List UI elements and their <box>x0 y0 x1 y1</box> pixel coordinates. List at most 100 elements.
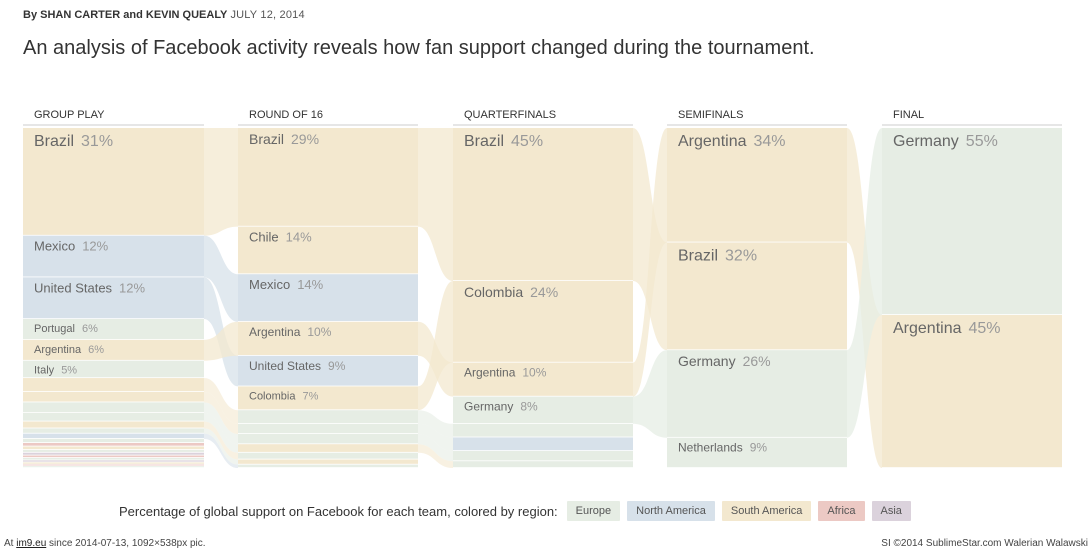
team-label: Colombia 7% <box>249 390 319 402</box>
ribbon-minor <box>204 433 238 468</box>
footer-link[interactable]: im9.eu <box>16 538 47 549</box>
team-pct: 14% <box>286 230 312 245</box>
team-pct: 14% <box>297 277 323 292</box>
ribbon-minor <box>204 378 238 424</box>
bar-minor <box>23 412 204 421</box>
team-pct: 55% <box>966 133 998 150</box>
team-label: Germany 8% <box>464 400 538 414</box>
bar-united-states <box>238 355 418 386</box>
bar-minor <box>23 466 204 468</box>
bar-minor <box>453 423 633 437</box>
footer-right: SI ©2014 SublimeStar.com Walerian Walaws… <box>881 538 1088 549</box>
team-name: Argentina <box>678 133 747 150</box>
legend-item-south-america: South America <box>721 501 812 521</box>
team-pct: 9% <box>750 441 768 455</box>
team-pct: 7% <box>302 390 318 402</box>
bar-minor <box>23 452 204 455</box>
team-pct: 8% <box>520 400 538 414</box>
byline-date: JULY 12, 2014 <box>230 9 305 21</box>
legend: Percentage of global support on Facebook… <box>119 501 911 521</box>
team-label: Argentina 45% <box>893 320 1001 337</box>
bar-minor <box>23 455 204 458</box>
ribbon-mexico <box>204 235 238 322</box>
team-name: Brazil <box>678 247 718 264</box>
byline-joiner: and <box>123 9 143 21</box>
team-name: Germany <box>893 133 959 150</box>
bar-minor <box>23 460 204 462</box>
bar-minor <box>23 449 204 452</box>
team-label: Mexico 12% <box>34 239 109 254</box>
team-label: Brazil 45% <box>464 133 543 150</box>
team-pct: 24% <box>530 284 558 300</box>
ribbon-brazil <box>204 128 238 236</box>
team-pct: 26% <box>743 353 771 369</box>
team-pct: 5% <box>61 365 77 377</box>
bar-minor <box>23 378 204 392</box>
ribbon-argentina <box>633 128 667 397</box>
ribbon-minor <box>204 391 238 434</box>
stage-semifinals: SEMIFINALS Argentina 34% Brazil 32% Germany 26… <box>667 109 847 468</box>
bar-minor <box>23 464 204 466</box>
stage-header: QUARTERFINALS <box>464 109 556 121</box>
team-name: Germany <box>464 400 513 414</box>
bar-argentina <box>238 321 418 355</box>
team-label: United States 9% <box>249 359 346 373</box>
team-pct: 12% <box>119 280 145 295</box>
legend-item-north-america: North America <box>627 501 715 521</box>
byline: By SHAN CARTER and KEVIN QUEALY JULY 12,… <box>23 9 305 21</box>
sankey-chart: GROUP PLAY Brazil 31% Mexico 12% United State… <box>23 109 1062 468</box>
bar-minor <box>23 391 204 402</box>
bar-germany <box>453 396 633 423</box>
bar-minor <box>238 444 418 452</box>
bar-minor <box>23 433 204 439</box>
team-label: Chile 14% <box>249 230 312 245</box>
bar-brazil <box>23 128 204 235</box>
ribbon-argentina <box>204 321 238 361</box>
bar-chile <box>238 226 418 274</box>
byline-author-1: SHAN CARTER <box>40 9 121 21</box>
ribbon-germany <box>847 128 882 438</box>
bar-italy <box>23 360 204 378</box>
footer-suffix: since 2014-07-13, 1092×538px pic. <box>49 538 206 549</box>
bar-mexico <box>238 274 418 321</box>
bar-mexico <box>23 235 204 277</box>
team-name: Argentina <box>249 325 301 339</box>
ribbons <box>204 128 882 468</box>
team-name: Chile <box>249 230 279 245</box>
team-pct: 45% <box>969 320 1001 337</box>
bar-argentina <box>882 315 1062 468</box>
legend-label: Percentage of global support on Facebook… <box>119 503 558 519</box>
bar-minor <box>238 464 418 468</box>
stage-header: GROUP PLAY <box>34 109 105 121</box>
stage-final: FINAL Germany 55% Argentina 45% <box>882 109 1062 468</box>
team-name: Italy <box>34 365 55 377</box>
team-label: Netherlands 9% <box>678 441 767 455</box>
team-label: Argentina 10% <box>249 325 332 339</box>
team-name: United States <box>249 359 321 373</box>
ribbon-minor <box>204 421 238 460</box>
team-label: Mexico 14% <box>249 277 324 292</box>
bar-brazil <box>453 128 633 281</box>
team-label: Colombia 24% <box>464 284 558 300</box>
team-pct: 29% <box>291 131 319 147</box>
team-name: Brazil <box>464 133 504 150</box>
legend-item-europe: Europe <box>566 501 621 521</box>
team-label: Argentina 6% <box>34 344 104 356</box>
bar-minor <box>453 437 633 451</box>
bar-minor <box>23 438 204 443</box>
bar-minor <box>453 451 633 461</box>
team-pct: 31% <box>81 133 113 150</box>
bar-argentina <box>667 128 847 242</box>
bar-minor <box>238 410 418 423</box>
team-name: Portugal <box>34 323 75 335</box>
bar-minor <box>238 452 418 459</box>
team-label: Brazil 32% <box>678 247 757 264</box>
bar-minor <box>238 423 418 434</box>
ribbon-minor <box>204 428 238 465</box>
bar-argentina <box>453 362 633 396</box>
team-name: Brazil <box>249 131 284 147</box>
headline: An analysis of Facebook activity reveals… <box>23 37 815 59</box>
bar-minor <box>23 442 204 446</box>
ribbon-germany <box>633 350 667 438</box>
